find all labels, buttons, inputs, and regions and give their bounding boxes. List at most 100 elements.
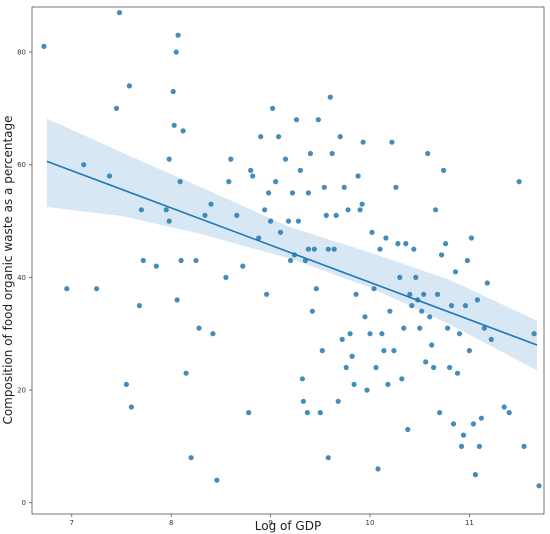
data-point [387,308,393,314]
data-point [427,314,433,320]
data-point [276,134,282,140]
data-point [317,410,323,416]
data-point [443,241,449,247]
data-point [391,348,397,354]
y-tick-label: 40 [17,274,26,282]
data-point [126,83,132,89]
data-point [270,105,276,111]
data-point [329,150,335,157]
data-point [381,348,387,354]
data-point [214,477,220,483]
data-point [409,303,415,309]
y-tick-label: 20 [17,387,26,395]
data-point [353,291,359,297]
data-point [355,173,361,179]
data-point [321,184,327,190]
data-point [393,184,399,190]
data-point [173,49,179,55]
data-point [433,207,439,213]
data-point [293,117,300,123]
data-point [163,207,169,213]
data-point [266,190,272,196]
data-point [405,426,411,433]
data-point [349,353,355,359]
data-point [362,314,368,320]
data-point [295,218,301,224]
confidence-band [46,118,538,371]
data-point [300,398,306,404]
data-point [360,139,366,145]
data-point [383,235,389,241]
data-point [246,410,252,416]
data-point [305,190,311,196]
data-point [248,167,254,173]
data-point [536,483,542,489]
data-point [439,252,445,258]
data-point [379,331,385,337]
data-point [94,286,100,292]
y-axis-ticks: 0 20 40 60 80 [17,49,32,507]
data-point [470,421,476,427]
data-point [331,246,337,252]
data-point [397,274,403,280]
data-point [64,286,70,292]
y-tick-label: 80 [17,49,26,57]
data-point [478,415,484,421]
data-point [373,364,379,371]
data-point [307,150,313,157]
data-point [140,257,146,264]
data-point [123,381,129,387]
data-point [333,212,339,218]
x-tick-label: 11 [465,519,474,527]
data-point [458,443,465,449]
data-point [389,139,395,145]
data-point [319,348,325,354]
x-tick-label: 10 [366,519,375,527]
data-point [282,156,289,162]
data-point [315,117,321,123]
data-point [454,370,461,376]
data-point [425,150,431,157]
data-point [180,128,186,134]
x-tick-label: 7 [70,519,74,527]
data-point [403,241,409,247]
data-point [258,134,264,140]
data-point [325,246,331,252]
data-point [501,404,507,410]
data-point [437,410,443,416]
data-point [327,94,333,100]
data-point [411,246,417,252]
data-point [41,43,47,50]
data-point [419,308,425,314]
data-point [106,173,113,179]
data-point [116,10,123,16]
data-point [421,291,427,297]
data-point [202,212,208,218]
data-point [462,303,469,309]
data-point [351,381,357,387]
data-point [285,218,292,224]
points-layer [41,10,542,489]
data-point [466,348,472,354]
data-point [521,443,527,449]
data-point [335,398,341,404]
confidence-band-layer [46,118,538,371]
data-point [311,246,317,252]
data-point [472,472,478,478]
data-point [128,404,134,410]
data-point [138,207,144,213]
data-point [476,443,482,449]
data-point [456,331,463,337]
data-point [313,286,319,292]
data-point [357,207,363,213]
data-point [170,88,176,95]
data-point [413,274,419,280]
data-point [407,291,413,297]
data-point [264,291,270,297]
data-point [240,263,246,269]
data-point [210,331,216,337]
data-point [188,455,194,461]
data-point [299,376,305,382]
data-point [468,235,474,241]
